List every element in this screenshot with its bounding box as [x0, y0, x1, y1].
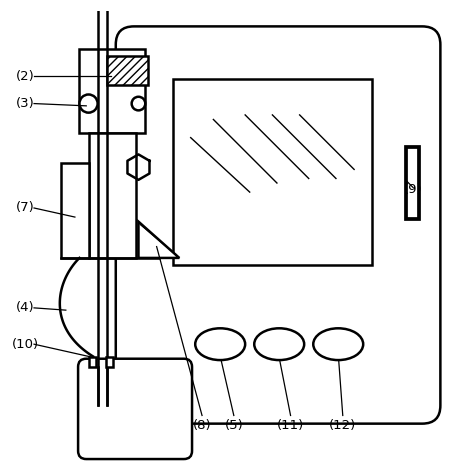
Text: (9): (9): [404, 183, 423, 196]
Text: (12): (12): [329, 419, 356, 432]
Bar: [61, 162, 89, 258]
Bar: [79, 49, 145, 133]
Text: (7): (7): [15, 201, 35, 215]
Bar: [406, 147, 419, 219]
Circle shape: [132, 97, 145, 110]
Text: (5): (5): [224, 419, 243, 432]
Ellipse shape: [195, 328, 245, 360]
Ellipse shape: [254, 328, 304, 360]
Bar: [106, 357, 113, 367]
Ellipse shape: [313, 328, 363, 360]
Polygon shape: [138, 222, 179, 258]
Text: (3): (3): [15, 97, 35, 110]
Bar: [89, 133, 136, 258]
Text: (11): (11): [277, 419, 304, 432]
Text: (4): (4): [15, 301, 35, 314]
Text: (8): (8): [192, 419, 212, 432]
Circle shape: [79, 95, 98, 113]
Text: (2): (2): [15, 70, 35, 83]
Bar: [107, 56, 148, 86]
Bar: [89, 357, 96, 367]
Text: (10): (10): [11, 338, 39, 351]
FancyBboxPatch shape: [78, 359, 192, 459]
Bar: [173, 78, 372, 265]
FancyBboxPatch shape: [116, 27, 440, 424]
